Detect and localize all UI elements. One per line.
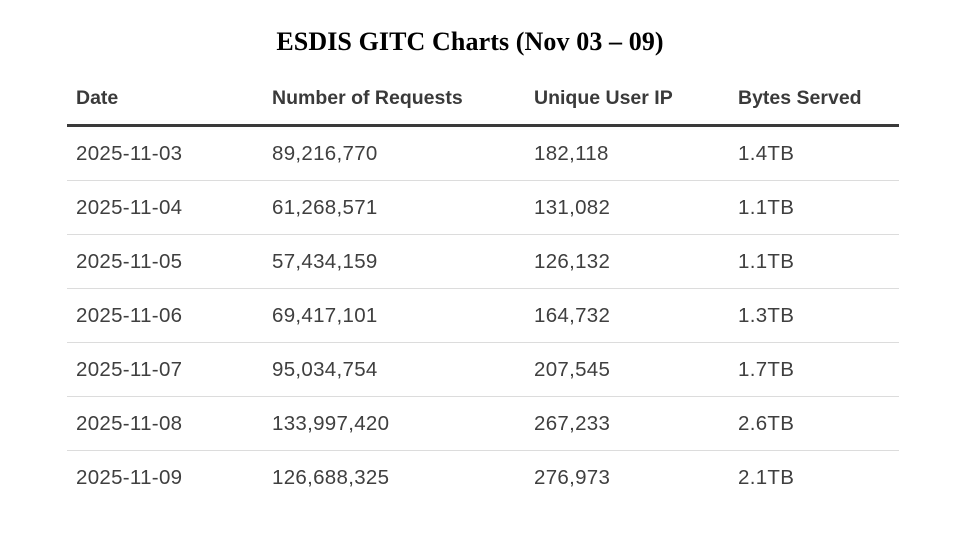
header-date: Date: [67, 72, 272, 127]
cell-bytes-served: 2.1TB: [738, 465, 795, 489]
table-row: 2025-11-05 57,434,159 126,132 1.1TB: [67, 234, 899, 289]
cell-bytes-served: 1.1TB: [738, 180, 899, 235]
cell-date: 2025-11-08: [67, 396, 272, 451]
table-row: 2025-11-08 133,997,420 267,233 2.6TB: [67, 396, 899, 451]
cell-unique-ip: 182,118: [534, 125, 738, 181]
stats-table: Date Number of Requests Unique User IP B…: [67, 72, 899, 504]
table-row: 2025-11-09 126,688,325 276,973 2.1TB: [67, 451, 899, 505]
cell-date: 2025-11-09: [76, 465, 183, 489]
cell-bytes-served: 1.4TB: [738, 125, 899, 181]
cell-requests: 89,216,770: [272, 125, 534, 181]
header-bytes-served: Bytes Served: [738, 72, 899, 127]
cell-date: 2025-11-06: [67, 288, 272, 343]
cell-date: 2025-11-04: [67, 180, 272, 235]
header-row: Date Number of Requests Unique User IP B…: [67, 72, 899, 127]
table-row: 2025-11-04 61,268,571 131,082 1.1TB: [67, 180, 899, 235]
cell-unique-ip: 207,545: [534, 342, 738, 397]
cell-bytes-served: 1.3TB: [738, 288, 899, 343]
table-row: 2025-11-06 69,417,101 164,732 1.3TB: [67, 288, 899, 343]
cell-requests: 69,417,101: [272, 288, 534, 343]
cell-requests: 95,034,754: [272, 342, 534, 397]
cell-requests: 126,688,325: [272, 465, 390, 489]
page-title: ESDIS GITC Charts (Nov 03 – 09): [276, 27, 664, 56]
cell-requests: 133,997,420: [272, 396, 534, 451]
cell-date: 2025-11-03: [67, 125, 272, 181]
table-row: 2025-11-07 95,034,754 207,545 1.7TB: [67, 342, 899, 397]
header-unique-user-ip: Unique User IP: [534, 72, 738, 127]
cell-requests: 61,268,571: [272, 180, 534, 235]
cell-unique-ip: 164,732: [534, 288, 738, 343]
cell-requests: 57,434,159: [272, 234, 534, 289]
cell-unique-ip: 276,973: [534, 465, 611, 489]
cell-unique-ip: 131,082: [534, 180, 738, 235]
cell-date: 2025-11-05: [67, 234, 272, 289]
cell-date: 2025-11-07: [67, 342, 272, 397]
header-number-of-requests: Number of Requests: [272, 72, 534, 127]
cell-bytes-served: 1.1TB: [738, 234, 899, 289]
cell-bytes-served: 2.6TB: [738, 396, 899, 451]
cell-unique-ip: 267,233: [534, 396, 738, 451]
table-body: 2025-11-03 89,216,770 182,118 1.4TB 2025…: [67, 125, 899, 505]
table-row: 2025-11-03 89,216,770 182,118 1.4TB: [67, 125, 899, 181]
table-header: Date Number of Requests Unique User IP B…: [67, 72, 899, 127]
cell-unique-ip: 126,132: [534, 234, 738, 289]
cell-bytes-served: 1.7TB: [738, 342, 899, 397]
